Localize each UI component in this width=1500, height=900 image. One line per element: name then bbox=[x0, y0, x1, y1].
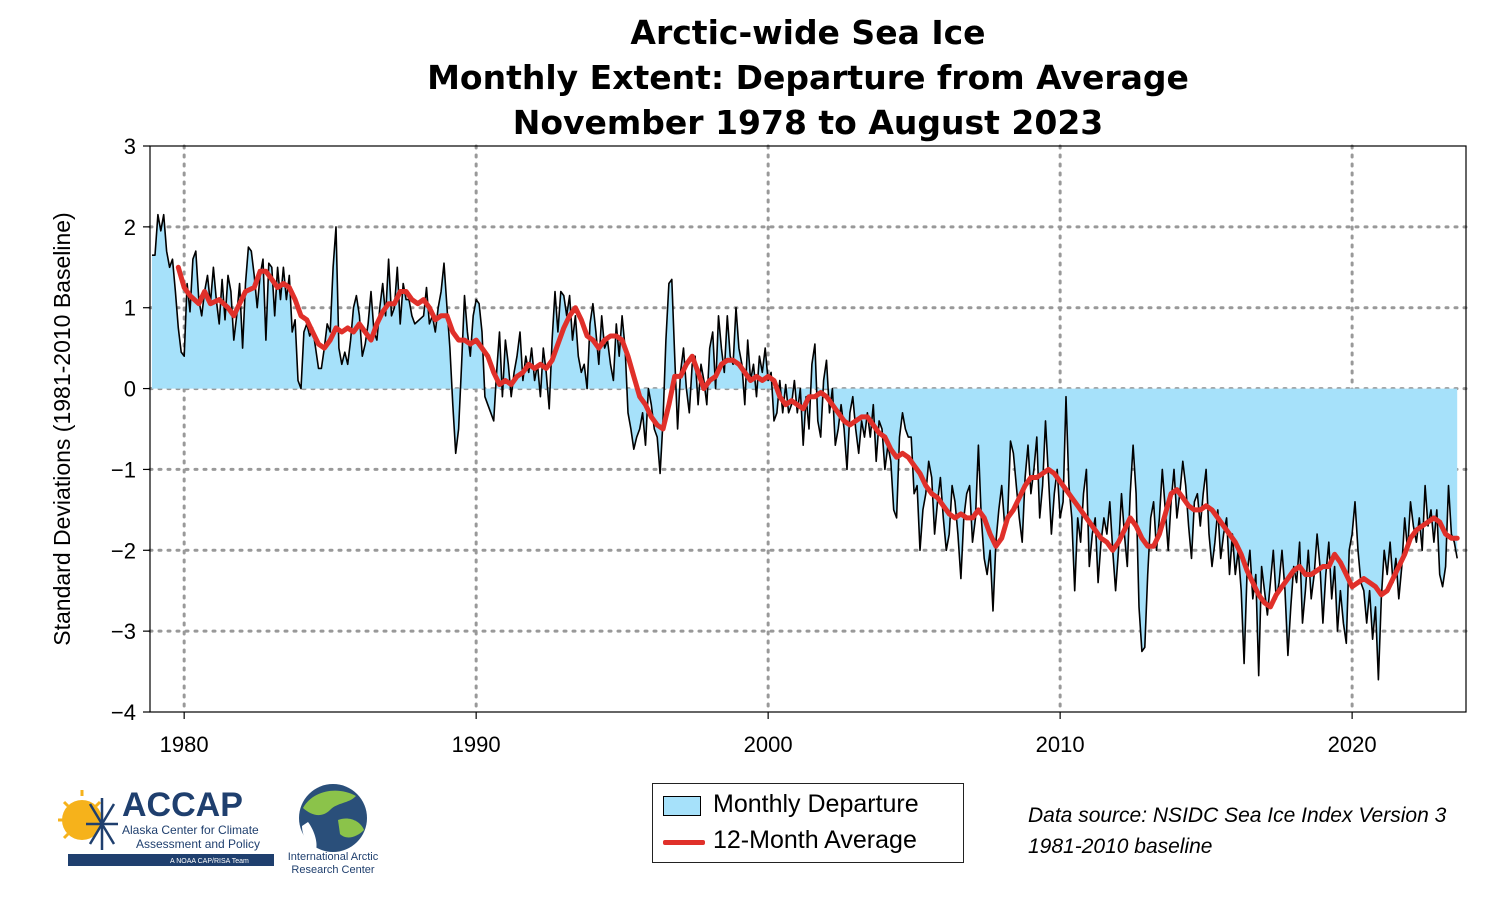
y-tick-label: 3 bbox=[124, 134, 136, 159]
legend-swatch-average bbox=[663, 840, 705, 845]
axis-ticks: −4 −3 −2 −1 0 1 2 3 1980 1990 2000 2010 2020 bbox=[111, 134, 1377, 757]
accap-sub2: Assessment and Policy bbox=[136, 837, 260, 851]
y-tick-label: −4 bbox=[111, 700, 136, 725]
legend-label-monthly: Monthly Departure bbox=[713, 790, 919, 818]
y-tick-label: 1 bbox=[124, 296, 136, 321]
monthly-departure-line bbox=[152, 213, 1458, 681]
x-tick-label: 1990 bbox=[452, 732, 501, 757]
x-tick-label: 1980 bbox=[160, 732, 209, 757]
x-tick-label: 2010 bbox=[1036, 732, 1085, 757]
accap-sub3: A NOAA CAP/RISA Team bbox=[170, 858, 249, 865]
y-tick-label: 2 bbox=[124, 215, 136, 240]
title-line-1: Arctic-wide Sea Ice bbox=[630, 13, 986, 52]
iarc-logo: International Arctic Research Center bbox=[288, 784, 379, 876]
title-line-3: November 1978 to August 2023 bbox=[512, 103, 1104, 142]
x-tick-label: 2000 bbox=[744, 732, 793, 757]
sun-snowflake-icon bbox=[58, 790, 118, 850]
legend-swatch-monthly bbox=[663, 796, 701, 816]
accap-name: ACCAP bbox=[122, 786, 243, 824]
source-line-2: 1981-2010 baseline bbox=[1028, 835, 1213, 858]
monthly-departure-area bbox=[152, 214, 1458, 680]
accap-logo: ACCAP Alaska Center for Climate Assessme… bbox=[58, 786, 274, 866]
y-tick-label: 0 bbox=[124, 377, 136, 402]
y-tick-label: −1 bbox=[111, 457, 136, 482]
legend-label-average: 12-Month Average bbox=[713, 826, 917, 854]
accap-sub1: Alaska Center for Climate bbox=[122, 823, 259, 837]
twelve-month-average-line bbox=[175, 264, 1460, 610]
title-line-2: Monthly Extent: Departure from Average bbox=[427, 58, 1189, 97]
source-line-1: Data source: NSIDC Sea Ice Index Version… bbox=[1028, 804, 1447, 827]
iarc-line-2: Research Center bbox=[291, 864, 374, 876]
y-axis-label: Standard Deviations (1981-2010 Baseline) bbox=[49, 212, 75, 645]
y-tick-label: −2 bbox=[111, 538, 136, 563]
y-tick-label: −3 bbox=[111, 619, 136, 644]
chart-title: Arctic-wide Sea Ice Monthly Extent: Depa… bbox=[150, 10, 1466, 145]
plot-frame bbox=[149, 145, 1467, 713]
legend: Monthly Departure 12-Month Average bbox=[652, 783, 964, 863]
x-tick-label: 2020 bbox=[1328, 732, 1377, 757]
data-source-note: Data source: NSIDC Sea Ice Index Version… bbox=[1028, 800, 1446, 862]
iarc-line-1: International Arctic bbox=[288, 851, 379, 863]
globe-icon bbox=[299, 784, 367, 852]
